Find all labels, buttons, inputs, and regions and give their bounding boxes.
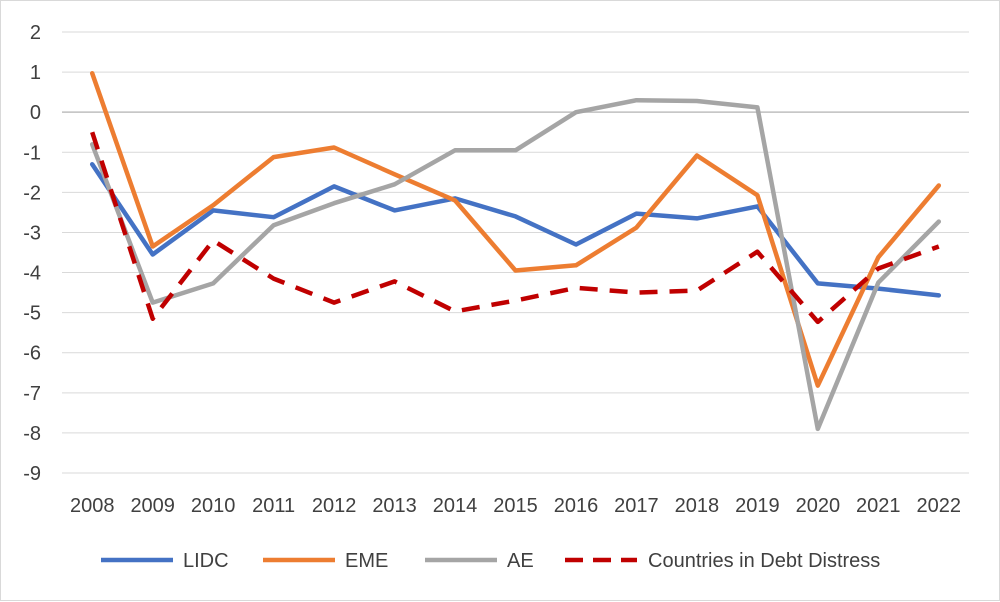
legend-label: AE — [507, 550, 534, 572]
y-tick-label: -6 — [23, 343, 41, 365]
y-tick-label: -1 — [23, 142, 41, 164]
y-tick-label: -5 — [23, 303, 41, 325]
x-tick-label: 2011 — [252, 495, 295, 517]
legend-label: EME — [345, 550, 388, 572]
y-axis-ticks: 2 1 0 -1 -2 -3 -4 -5 -6 -7 -8 -9 — [23, 22, 41, 485]
x-tick-label: 2015 — [493, 495, 538, 517]
x-tick-label: 2012 — [312, 495, 357, 517]
x-tick-label: 2017 — [614, 495, 659, 517]
series-line-countries-in-debt-distress — [90, 131, 940, 325]
y-tick-label: 0 — [30, 102, 41, 124]
x-tick-label: 2010 — [191, 495, 236, 517]
y-tick-label: -2 — [23, 182, 41, 204]
x-tick-label: 2022 — [917, 495, 962, 517]
y-tick-label: -8 — [23, 423, 41, 445]
x-tick-label: 2020 — [796, 495, 841, 517]
y-tick-label: -3 — [23, 222, 41, 244]
y-tick-label: -9 — [23, 463, 41, 485]
legend-label: LIDC — [183, 550, 229, 572]
x-tick-label: 2013 — [372, 495, 417, 517]
x-tick-label: 2014 — [433, 495, 478, 517]
x-tick-label: 2019 — [735, 495, 780, 517]
legend-label: Countries in Debt Distress — [648, 550, 880, 572]
series-lines — [89, 71, 942, 432]
x-tick-label: 2016 — [554, 495, 599, 517]
series-line-eme — [89, 71, 942, 388]
y-tick-label: 1 — [30, 62, 41, 84]
x-tick-label: 2008 — [70, 495, 115, 517]
y-tick-label: -4 — [23, 263, 41, 285]
x-axis-ticks: 2008 2009 2010 2011 2012 2013 2014 2015 2016 2017… — [70, 495, 961, 517]
x-tick-label: 2018 — [675, 495, 720, 517]
x-tick-label: 2009 — [130, 495, 175, 517]
x-tick-label: 2021 — [856, 495, 901, 517]
gridlines — [62, 31, 969, 474]
y-tick-label: -7 — [23, 383, 41, 405]
series-line-lidc — [89, 162, 942, 298]
series-line-ae — [89, 97, 942, 432]
legend: LIDC EME AE Countries in Debt Distress — [101, 550, 880, 572]
y-tick-label: 2 — [30, 22, 41, 44]
